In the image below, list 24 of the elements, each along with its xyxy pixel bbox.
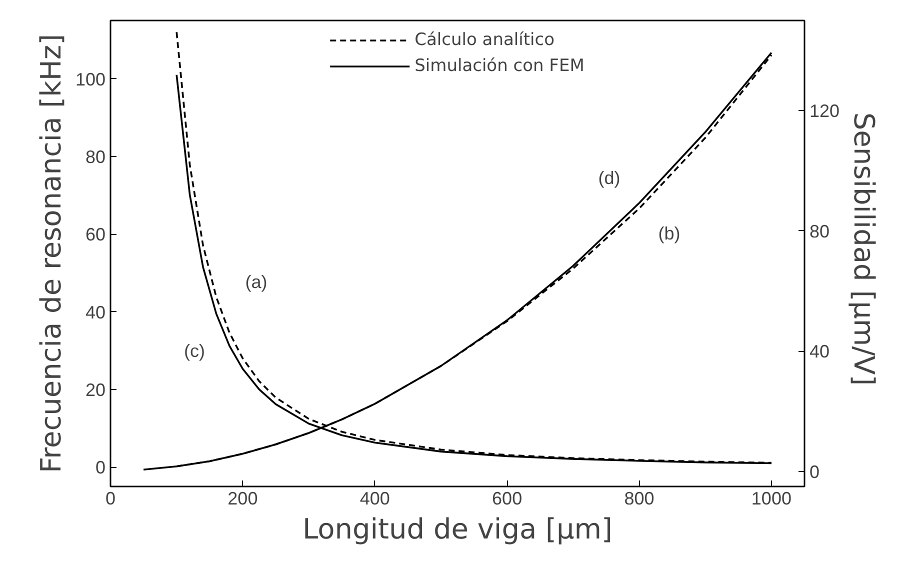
y2-tick-label: 0 <box>810 462 820 482</box>
y-tick-label: 100 <box>75 69 106 90</box>
x-axis-title: Longitud de viga [μm] <box>302 512 612 546</box>
x-tick-label: 1000 <box>751 488 792 508</box>
annotation: (a) <box>245 272 268 292</box>
annotation: (b) <box>658 223 680 244</box>
y-tick-label: 20 <box>85 380 106 400</box>
x-tick-label: 800 <box>624 488 654 508</box>
x-tick-label: 200 <box>228 488 258 508</box>
y2-tick-label: 120 <box>810 101 840 122</box>
y-axis-title: Frecuencia de resonancia [kHz] <box>34 34 68 473</box>
y-tick-label: 80 <box>85 146 106 167</box>
legend-label: Cálculo analítico <box>414 30 554 50</box>
y-tick-label: 60 <box>85 224 106 245</box>
y2-tick-label: 40 <box>810 342 830 362</box>
y-tick-label: 0 <box>95 458 106 478</box>
annotation: (c) <box>184 340 205 361</box>
y2-tick-label: 80 <box>810 221 830 242</box>
y2-axis-title: Sensibilidad [μm/V] <box>848 112 881 386</box>
x-tick-label: 600 <box>492 488 522 508</box>
legend-label: Simulación con FEM <box>414 56 584 76</box>
y-tick-label: 40 <box>85 302 106 322</box>
x-tick-label: 400 <box>360 488 390 508</box>
annotation: (d) <box>598 168 620 188</box>
